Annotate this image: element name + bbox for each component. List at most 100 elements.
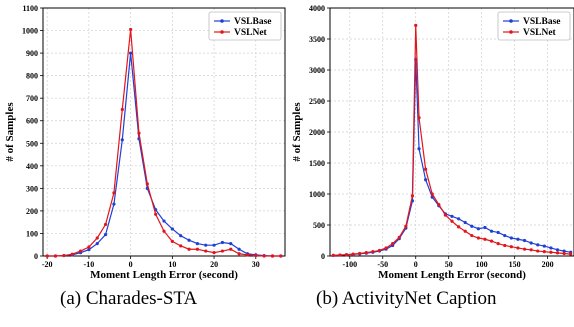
chart-a-series-vslnet-point <box>220 249 225 253</box>
chart-b-ytick-label: 1000 <box>309 190 325 199</box>
chart-a-series-vslnet-point <box>120 107 124 112</box>
chart-a-series-vslnet-point <box>129 27 133 32</box>
chart-b-xtick-label: 200 <box>542 260 554 269</box>
chart-b-ytick-label: 3000 <box>309 66 325 75</box>
chart-b-series-vslnet-point <box>443 213 448 217</box>
chart-b-series-vslbase-point <box>555 248 560 252</box>
caption-left: (a) Charades-STA <box>60 288 198 309</box>
chart-a-series-vslnet-point <box>45 254 49 258</box>
chart-b-series-vslnet-point <box>384 246 388 250</box>
chart-b-series-vslbase-point <box>522 238 527 243</box>
chart-b-series-vslbase-point <box>496 230 500 235</box>
chart-b-series-vslnet-point <box>555 251 560 255</box>
chart-b-series-vslbase-point <box>417 147 421 151</box>
chart-b-series-vslnet-point <box>410 194 415 198</box>
chart-b-ytick-label: 500 <box>313 221 325 230</box>
chart-a-series-vslnet-point <box>279 254 283 258</box>
chart-a-series-vslnet-point <box>187 247 191 251</box>
chart-a-series-vslnet-point <box>237 252 241 256</box>
chart-a-series-vslnet-point <box>245 253 250 257</box>
chart-a-series-vslnet-point <box>212 251 216 255</box>
chart-b-series-vslnet-point <box>417 116 421 120</box>
chart-a-ytick-label: 400 <box>26 162 38 171</box>
chart-a-xtick-label: 0 <box>129 260 133 269</box>
chart-a-series-vslbase-point <box>220 240 225 245</box>
chart-a-series-vslbase-point <box>212 243 216 247</box>
chart-a-xtick-label: 30 <box>252 260 260 269</box>
chart-a-legend-label: VSLBase <box>234 17 271 27</box>
chart-a-series-vslnet-point <box>53 254 58 258</box>
chart-b-legend-label: VSLBase <box>523 17 560 27</box>
chart-b-series-vslnet-point <box>397 235 401 239</box>
chart-b-ytick-label: 0 <box>321 252 325 261</box>
chart-b-series-vslnet-point <box>522 247 527 251</box>
chart-b-ytick-label: 2500 <box>309 97 325 106</box>
chart-b: 0 500 1000 1500 2000 2500 3000 3500 4000 -100 -50 0… <box>291 4 574 281</box>
chart-b-series-vslnet-point <box>463 229 467 233</box>
chart-b-series-vslnet-point <box>414 23 418 27</box>
chart-a-series-vslbase-point <box>120 138 124 142</box>
chart-b-series-vslnet-point <box>569 252 573 256</box>
chart-b-series-vslbase-point <box>536 243 540 247</box>
chart-b-series-vslbase-point <box>456 217 461 221</box>
chart-b-xtick-label: -100 <box>342 260 357 269</box>
chart-b-series-vslnet-point <box>489 239 494 243</box>
chart-b-series-vslnet-point <box>430 192 434 196</box>
chart-b-xtick-label: 50 <box>445 260 453 269</box>
chart-a-series-vslnet-point <box>229 247 233 251</box>
chart-b-series-vslnet-point <box>509 245 513 249</box>
chart-b-xtick-label: 0 <box>414 260 418 269</box>
chart-a-series-vslbase-line <box>47 53 281 257</box>
chart-a-ytick-label: 0 <box>34 252 38 261</box>
chart-b-ytick-label: 1500 <box>309 159 325 168</box>
chart-a-series-vslbase-point <box>204 243 208 247</box>
chart-a: 010020030040050060070080090010001100-20-… <box>4 4 286 281</box>
chart-a-series-vslnet-point <box>78 249 83 253</box>
chart-a-ytick-label: 500 <box>26 139 38 148</box>
chart-a-series-vslbase-point <box>87 248 91 252</box>
chart-a-series-vslbase-point <box>95 242 99 246</box>
chart-b-legend-box <box>497 11 571 41</box>
chart-a-ytick-label: 700 <box>26 94 38 103</box>
chart-b-series-vslnet-point <box>456 225 461 229</box>
chart-b-series-vslbase-point <box>463 220 467 225</box>
chart-a-ytick-label: 800 <box>26 72 38 81</box>
chart-b-series-vslbase-point <box>470 224 474 228</box>
chart-b-series-vslbase-point <box>509 236 513 240</box>
chart-a-plot-frame <box>42 7 286 257</box>
chart-b-xtick-label: -50 <box>377 260 388 269</box>
chart-b-series-vslbase-point <box>562 249 566 253</box>
chart-a-legend-label: VSLNet <box>234 28 268 38</box>
chart-a-xtick-label: -20 <box>42 260 53 269</box>
chart-a-series-vslnet-point <box>262 254 266 258</box>
chart-b-series-vslnet-point <box>549 250 553 254</box>
chart-b-xtick-label: 100 <box>476 260 488 269</box>
chart-b-series-vslnet-point <box>358 251 362 256</box>
chart-b-series-vslbase-point <box>503 233 507 238</box>
chart-b-series-vslnet-point <box>424 167 428 171</box>
chart-a-series-vslbase-point <box>129 51 133 55</box>
chart-a-legend-marker <box>220 19 224 23</box>
chart-b-xaxis-label: Moment Length Error (second) <box>378 269 526 281</box>
chart-b-series-vslnet-point <box>470 233 474 238</box>
chart-a-ytick-label: 100 <box>26 229 38 238</box>
caption-right: (b) ActivityNet Caption <box>316 288 497 309</box>
chart-a-series-vslnet-point <box>70 252 74 256</box>
chart-b-series-vslbase-point <box>483 225 487 230</box>
chart-b-series-vslbase-point <box>529 241 533 245</box>
chart-a-ytick-label: 900 <box>26 49 38 58</box>
chart-a-series-vslnet-point <box>103 222 108 227</box>
chart-a-yaxis-label: # of Samples <box>4 102 16 162</box>
chart-a-series-vslbase-point <box>237 247 241 251</box>
chart-a-xtick-label: -10 <box>84 260 95 269</box>
chart-b-series-vslnet-point <box>529 248 533 252</box>
chart-a-series-vslbase-point <box>112 202 116 206</box>
chart-b-series-vslbase-line <box>333 59 571 256</box>
chart-a-series-vslbase-point <box>162 219 166 223</box>
chart-a-series-vslnet-point <box>170 239 174 243</box>
chart-b-xtick-label: 150 <box>509 260 521 269</box>
chart-a-ytick-label: 1000 <box>22 27 38 36</box>
chart-b-series-vslnet-point <box>371 250 375 254</box>
